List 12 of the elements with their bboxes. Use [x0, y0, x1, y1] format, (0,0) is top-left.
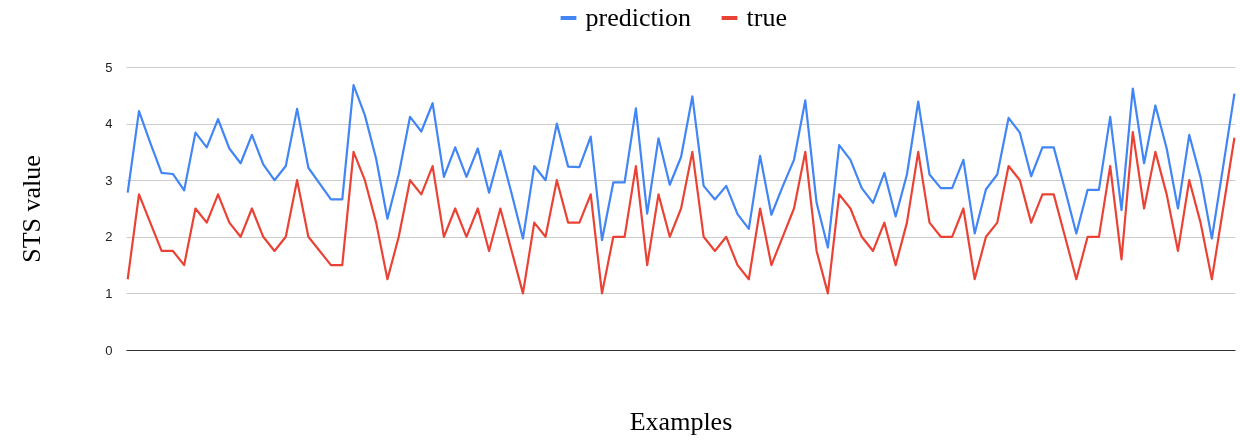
line-series: [126, 130, 1236, 295]
legend-label: prediction: [585, 3, 691, 32]
y-tick-label: 1: [105, 285, 113, 301]
y-tick-label: 2: [105, 229, 113, 245]
y-tick-label: 5: [105, 59, 113, 75]
legend-label: true: [746, 3, 787, 32]
y-tick-label: 3: [105, 172, 113, 188]
y-axis-title: STS value: [17, 155, 47, 263]
line-series: [126, 84, 1236, 249]
y-tick-label: 0: [105, 342, 113, 358]
x-axis-title: Examples: [629, 406, 733, 436]
y-tick-label: 4: [105, 116, 113, 132]
